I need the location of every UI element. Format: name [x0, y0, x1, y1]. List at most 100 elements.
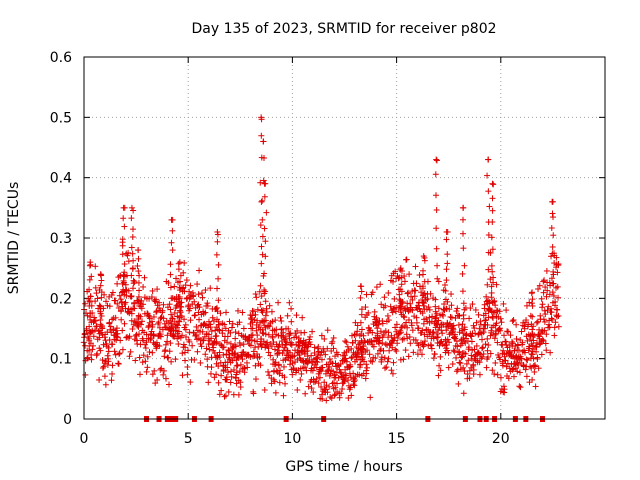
data-point — [214, 308, 221, 315]
data-point — [390, 278, 397, 285]
data-point — [516, 369, 523, 376]
data-point — [265, 331, 272, 338]
data-point — [130, 207, 137, 214]
data-point — [344, 343, 351, 350]
data-point — [130, 277, 137, 284]
data-point — [302, 390, 309, 397]
data-point — [461, 262, 468, 269]
data-point — [97, 321, 104, 328]
data-point — [317, 374, 324, 381]
data-point — [549, 289, 556, 296]
data-point — [415, 342, 422, 349]
data-point — [308, 352, 315, 359]
data-point — [87, 293, 94, 300]
data-point — [208, 364, 215, 371]
data-point — [106, 319, 113, 326]
data-point — [536, 333, 543, 340]
data-point — [149, 287, 156, 294]
data-point — [526, 299, 533, 306]
data-point — [460, 330, 467, 337]
data-point — [473, 319, 480, 326]
data-point — [86, 286, 93, 293]
data-point — [327, 393, 334, 400]
data-point — [207, 370, 214, 377]
data-point — [136, 354, 143, 361]
data-point — [539, 336, 546, 343]
data-point — [444, 336, 451, 343]
data-point — [101, 373, 108, 380]
data-point — [417, 347, 424, 354]
data-point — [541, 277, 548, 284]
data-point — [432, 192, 439, 199]
data-point — [461, 326, 468, 333]
data-point — [144, 364, 151, 371]
data-point — [458, 354, 465, 361]
data-point — [544, 287, 551, 294]
data-point — [87, 259, 94, 266]
data-point — [405, 353, 412, 360]
data-points — [80, 114, 562, 404]
data-point — [485, 342, 492, 349]
data-point — [319, 396, 326, 403]
data-point — [528, 300, 535, 307]
data-point — [347, 374, 354, 381]
data-point — [207, 324, 214, 331]
data-point — [112, 351, 119, 358]
data-point — [265, 345, 272, 352]
data-point — [509, 366, 516, 373]
data-point — [401, 314, 408, 321]
data-point — [358, 351, 365, 358]
data-point — [166, 301, 173, 308]
data-point — [226, 318, 233, 325]
data-point — [214, 231, 221, 238]
data-point — [547, 349, 554, 356]
data-point — [460, 245, 467, 252]
data-point — [84, 355, 91, 362]
data-point — [482, 316, 489, 323]
data-point — [86, 323, 93, 330]
data-point — [140, 301, 147, 308]
data-point — [184, 363, 191, 370]
data-point — [484, 347, 491, 354]
data-point — [356, 371, 363, 378]
data-point — [505, 375, 512, 382]
data-point — [260, 177, 267, 184]
data-point — [199, 294, 206, 301]
data-point — [330, 345, 337, 352]
data-point — [119, 327, 126, 334]
data-point — [532, 343, 539, 350]
data-point — [228, 373, 235, 380]
data-point — [466, 315, 473, 322]
data-point — [164, 338, 171, 345]
data-point — [489, 299, 496, 306]
data-point — [521, 325, 528, 332]
data-point — [390, 359, 397, 366]
data-point — [120, 204, 127, 211]
data-point — [263, 209, 270, 216]
data-point — [205, 331, 212, 338]
data-point — [174, 322, 181, 329]
data-point — [142, 345, 149, 352]
data-point — [485, 266, 492, 273]
data-point — [169, 227, 176, 234]
data-point — [122, 281, 129, 288]
data-point — [448, 302, 455, 309]
data-point — [529, 376, 536, 383]
data-point — [518, 355, 525, 362]
data-point — [460, 230, 467, 237]
data-point — [288, 342, 295, 349]
data-point — [121, 301, 128, 308]
data-point — [114, 334, 121, 341]
data-point — [541, 307, 548, 314]
data-point — [156, 343, 163, 350]
data-point — [232, 343, 239, 350]
data-point — [208, 335, 215, 342]
data-point — [150, 313, 157, 320]
data-point — [453, 354, 460, 361]
data-point — [213, 332, 220, 339]
data-point — [146, 315, 153, 322]
data-point — [144, 353, 151, 360]
data-point — [358, 331, 365, 338]
data-point — [224, 339, 231, 346]
data-point — [373, 284, 380, 291]
